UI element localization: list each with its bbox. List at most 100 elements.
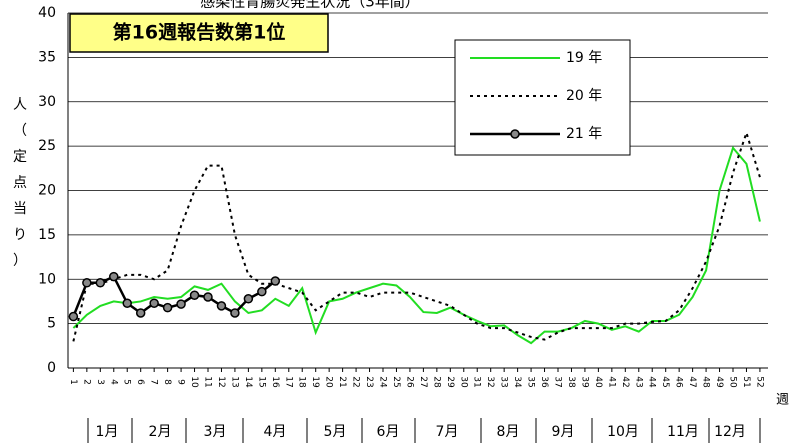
series-line xyxy=(72,145,761,345)
x-tick-label: 50 xyxy=(728,376,738,388)
y-axis-label-char: 人 xyxy=(13,97,27,113)
x-tick-label: 46 xyxy=(674,376,684,388)
y-tick-label: 30 xyxy=(38,94,56,110)
x-tick-label: 38 xyxy=(566,376,576,388)
point xyxy=(176,299,186,309)
y-axis-label-char: （ xyxy=(13,123,27,139)
x-tick-label: 26 xyxy=(404,376,414,388)
month-label: 4月 xyxy=(264,424,287,440)
point xyxy=(109,271,119,282)
point xyxy=(257,286,267,297)
x-tick-label: 17 xyxy=(283,376,293,387)
x-tick-label: 8 xyxy=(162,379,172,385)
y-tick-label: 35 xyxy=(38,49,56,65)
y-axis-label-char: 定 xyxy=(13,149,27,165)
x-tick-label: 40 xyxy=(593,376,603,388)
month-label: 2月 xyxy=(149,424,172,440)
month-label: 1月 xyxy=(96,424,119,440)
x-tick-label: 36 xyxy=(539,376,549,388)
x-tick-label: 19 xyxy=(310,376,320,388)
x-tick-label: 14 xyxy=(243,376,253,388)
x-tick-label: 15 xyxy=(256,376,266,387)
x-tick-label: 44 xyxy=(647,376,657,388)
x-tick-label: 27 xyxy=(418,376,428,387)
point xyxy=(82,278,92,288)
y-axis-label-char: ） xyxy=(13,253,27,269)
x-tick-label: 20 xyxy=(324,376,334,388)
x-tick-label: 31 xyxy=(472,376,482,387)
y-tick-label: 20 xyxy=(38,183,56,199)
x-tick-label: 30 xyxy=(458,376,468,388)
month-label: 11月 xyxy=(667,424,699,440)
x-tick-label: 18 xyxy=(297,376,307,388)
x-tick-label: 22 xyxy=(351,376,361,387)
x-tick-label: 12 xyxy=(216,376,226,387)
point xyxy=(68,311,79,322)
x-tick-label: 16 xyxy=(270,376,280,388)
x-tick-label: 23 xyxy=(364,376,374,387)
x-tick-label: 13 xyxy=(229,376,239,387)
y-tick-label: 10 xyxy=(38,271,56,287)
x-tick-label: 42 xyxy=(620,376,630,387)
month-label: 12月 xyxy=(714,424,746,440)
x-tick-label: 6 xyxy=(135,379,145,385)
point xyxy=(243,294,254,304)
y-axis-label-char: 当 xyxy=(13,201,27,217)
x-axis-label: 週 xyxy=(776,393,789,408)
legend-label: 21 年 xyxy=(566,126,602,142)
y-tick-label: 5 xyxy=(47,316,56,332)
x-tick-label: 45 xyxy=(660,376,670,387)
series-line xyxy=(72,274,277,317)
point xyxy=(270,276,281,286)
month-label: 7月 xyxy=(436,424,459,440)
point xyxy=(189,290,200,300)
y-tick-label: 15 xyxy=(38,227,56,243)
x-tick-label: 33 xyxy=(499,376,509,387)
x-tick-label: 41 xyxy=(606,376,616,387)
annotation-box xyxy=(69,13,329,53)
point xyxy=(230,308,240,318)
legend-label: 20 年 xyxy=(566,88,602,104)
point xyxy=(95,278,106,288)
y-tick-label: 40 xyxy=(38,5,56,21)
x-tick-label: 37 xyxy=(553,376,563,387)
x-tick-label: 39 xyxy=(579,376,589,388)
x-tick-label: 43 xyxy=(633,376,643,387)
x-tick-label: 2 xyxy=(81,379,91,385)
x-tick-label: 52 xyxy=(754,376,764,387)
point xyxy=(122,298,132,308)
x-tick-label: 29 xyxy=(445,376,455,388)
x-tick-label: 35 xyxy=(526,376,536,387)
x-tick-label: 28 xyxy=(431,376,441,388)
annotation: 第16週報告数第1位 xyxy=(113,21,286,44)
x-tick-label: 51 xyxy=(741,376,751,387)
x-tick-label: 4 xyxy=(108,379,118,385)
month-label: 10月 xyxy=(607,424,639,440)
x-tick-label: 1 xyxy=(68,379,78,385)
x-tick-label: 24 xyxy=(378,376,388,388)
x-tick-label: 49 xyxy=(714,376,724,388)
x-tick-label: 9 xyxy=(176,379,186,385)
y-tick-label: 0 xyxy=(47,360,56,376)
x-tick-label: 11 xyxy=(203,376,213,387)
month-label: 5月 xyxy=(324,424,347,440)
point xyxy=(149,298,159,308)
x-tick-label: 34 xyxy=(512,376,522,388)
point xyxy=(216,301,227,311)
month-label: 3月 xyxy=(204,424,227,440)
y-tick-label: 25 xyxy=(38,138,56,154)
point xyxy=(135,308,146,318)
x-tick-label: 21 xyxy=(337,376,347,387)
series-line xyxy=(72,129,761,342)
y-axis-label-char: 点 xyxy=(13,175,27,191)
x-tick-label: 10 xyxy=(189,376,199,388)
month-label: 8月 xyxy=(497,424,520,440)
x-tick-label: 47 xyxy=(687,376,697,387)
legend-marker xyxy=(510,129,520,139)
chart-title: 感染性胃腸炎発生状況（3年間） xyxy=(200,0,420,11)
point xyxy=(162,302,173,313)
x-tick-label: 48 xyxy=(701,376,711,388)
point xyxy=(203,292,213,302)
